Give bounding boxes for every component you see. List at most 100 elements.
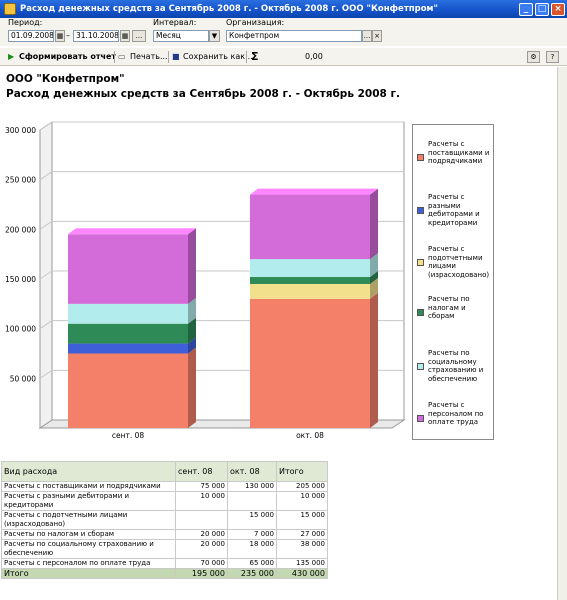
cell-expense-type: Расчеты по налогам и сборам (1, 529, 176, 540)
legend-swatch (417, 259, 424, 266)
legend-label: Расчеты с разными дебиторами и кредитора… (428, 193, 480, 227)
cell-value: 20 000 (175, 539, 228, 559)
help-icon[interactable]: ? (546, 51, 559, 63)
cell-value (175, 510, 228, 530)
window-title: Расход денежных средств за Сентябрь 2008… (20, 4, 438, 14)
chevron-down-icon[interactable]: ▼ (209, 30, 220, 42)
cell-value: 70 000 (175, 558, 228, 569)
bar-segment (250, 283, 370, 299)
y-tick-label: 50 000 (10, 374, 36, 383)
calendar-to-icon[interactable]: ▦ (120, 30, 130, 42)
bar-side (188, 347, 196, 428)
y-tick-label: 200 000 (5, 225, 36, 234)
organization-label: Организация: (226, 18, 285, 27)
vertical-scrollbar[interactable] (557, 67, 567, 600)
cell-value: 15 000 (276, 510, 328, 530)
gridline (39, 121, 404, 131)
date-from-field[interactable]: 01.09.2008 (8, 30, 54, 42)
app-icon (4, 3, 16, 15)
cell-value (227, 491, 277, 511)
gridline (39, 171, 404, 181)
date-to-field[interactable]: 31.10.2008 (73, 30, 119, 42)
cell-expense-type: Расчеты с разными дебиторами и кредитора… (1, 491, 176, 511)
bar-top (68, 228, 196, 235)
window-titlebar: Расход денежных средств за Сентябрь 2008… (0, 0, 567, 18)
legend-label: Расчеты по налогам и сборам (428, 295, 470, 320)
cell-value: 205 000 (276, 481, 328, 492)
generate-report-button[interactable]: Сформировать отчет (19, 52, 117, 61)
sum-value: 0,00 (305, 52, 323, 61)
organization-clear-icon[interactable]: × (372, 30, 382, 42)
cell-value: 18 000 (227, 539, 277, 559)
cell-value: 7 000 (227, 529, 277, 540)
settings-icon[interactable]: ⚙ (527, 51, 540, 63)
maximize-button[interactable]: □ (535, 2, 549, 16)
floppy-icon: ■ (172, 52, 180, 61)
total-label: Итого (1, 568, 176, 579)
x-tick-label: сент. 08 (112, 431, 145, 440)
header-total: Итого (276, 461, 328, 482)
expense-table: Вид расхода сент. 08 окт. 08 Итого Расче… (1, 461, 328, 579)
bar-segment (250, 298, 370, 428)
cell-value: 75 000 (175, 481, 228, 492)
cell-value: 10 000 (276, 491, 328, 511)
legend-swatch (417, 309, 424, 316)
x-tick-label: окт. 08 (296, 431, 324, 440)
total-value: 195 000 (175, 568, 228, 579)
legend-label: Расчеты с подотчетными лицами (израсходо… (428, 245, 490, 279)
bar-segment (68, 234, 188, 304)
table-row[interactable]: Расчеты с поставщиками и подрядчиками 75 … (1, 481, 328, 492)
organization-field[interactable]: Конфетпром (226, 30, 362, 42)
table-row[interactable]: Расчеты по налогам и сборам 20 000 7 000 27… (1, 529, 328, 540)
cell-value: 65 000 (227, 558, 277, 569)
bar-segment (68, 303, 188, 324)
bar-side (370, 277, 378, 299)
bar-segment (250, 194, 370, 260)
calendar-from-icon[interactable]: ▦ (55, 30, 65, 42)
table-row[interactable]: Расчеты с разными дебиторами и кредитора… (1, 491, 328, 511)
cell-value: 130 000 (227, 481, 277, 492)
cell-value: 15 000 (227, 510, 277, 530)
table-row[interactable]: Расчеты по социальному страхованию и обе… (1, 539, 328, 559)
legend-label: Расчеты по социальному страхованию и обе… (428, 349, 484, 383)
period-label: Период: (8, 18, 43, 27)
table-row[interactable]: Расчеты с подотчетными лицами (израсходо… (1, 510, 328, 530)
sum-icon[interactable]: Σ (251, 50, 259, 63)
save-as-button[interactable]: Сохранить как... (183, 52, 253, 61)
cell-value: 27 000 (276, 529, 328, 540)
cell-expense-type: Расчеты по социальному страхованию и обе… (1, 539, 176, 559)
table-row[interactable]: Расчеты с персоналом по оплате труда 70 0… (1, 558, 328, 569)
close-button[interactable]: × (551, 2, 565, 16)
total-value: 235 000 (227, 568, 277, 579)
play-icon: ▶ (8, 52, 15, 61)
interval-select[interactable]: Месяц (153, 30, 209, 42)
bar-segment (68, 323, 188, 344)
bar-segment (250, 259, 370, 278)
print-button[interactable]: Печать... (130, 52, 168, 61)
y-tick-label: 100 000 (5, 325, 36, 334)
bar-side (188, 337, 196, 354)
table-total-row: Итого 195 000 235 000 430 000 (1, 568, 328, 579)
report-heading: Расход денежных средств за Сентябрь 2008… (6, 88, 400, 100)
minimize-button[interactable]: _ (519, 2, 533, 16)
cell-value: 38 000 (276, 539, 328, 559)
y-tick-label: 150 000 (5, 275, 36, 284)
cell-value: 20 000 (175, 529, 228, 540)
period-select-button[interactable]: ... (132, 30, 146, 42)
bar-side (370, 253, 378, 278)
legend-swatch (417, 154, 424, 161)
organization-select-button[interactable]: ... (362, 30, 372, 42)
bar-top (250, 188, 378, 195)
cell-value: 10 000 (175, 491, 228, 511)
chart-legend: Расчеты с поставщиками и подрядчиками Рас… (412, 124, 494, 440)
header-expense-type: Вид расхода (1, 461, 176, 482)
bar-side (370, 292, 378, 428)
header-oct: окт. 08 (227, 461, 277, 482)
bar-side (370, 271, 378, 284)
bar-side (188, 228, 196, 304)
cell-expense-type: Расчеты с поставщиками и подрядчиками (1, 481, 176, 492)
legend-swatch (417, 415, 424, 422)
report-company: ООО "Конфетпром" (6, 73, 125, 85)
printer-icon: ▭ (118, 52, 126, 61)
cell-expense-type: Расчеты с подотчетными лицами (израсходо… (1, 510, 176, 530)
